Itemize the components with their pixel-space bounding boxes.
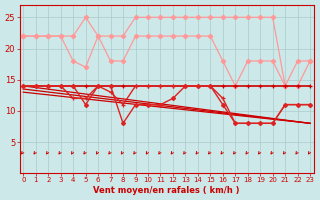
X-axis label: Vent moyen/en rafales ( km/h ): Vent moyen/en rafales ( km/h ): [93, 186, 240, 195]
